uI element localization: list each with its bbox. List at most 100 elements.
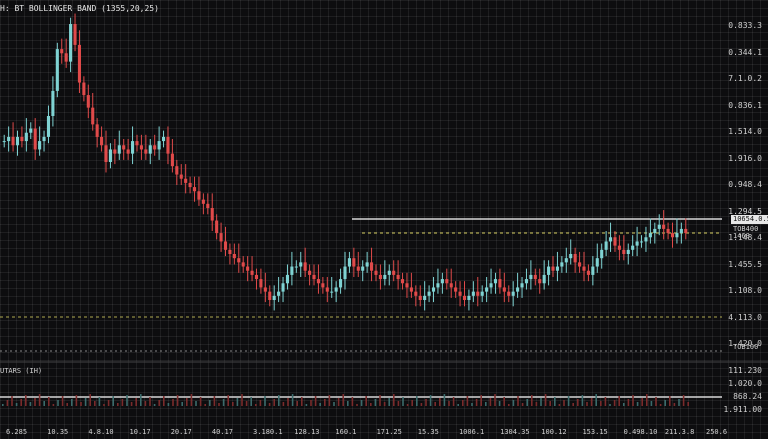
candle-body [529, 274, 533, 280]
candle-body [485, 287, 489, 292]
sub-indicator-bar [480, 395, 482, 406]
sub-indicator-bar [462, 400, 464, 406]
candle-body [126, 149, 130, 154]
time-axis-label: 10.17 [129, 428, 151, 436]
candle-body [259, 279, 263, 288]
sub-indicator-bar [149, 397, 151, 406]
candle-body [617, 245, 621, 250]
candle-body [51, 90, 55, 116]
candle-body [347, 258, 351, 267]
candle-body [365, 262, 369, 267]
candle-body [175, 166, 179, 175]
sub-indicator-bar [25, 395, 27, 406]
time-axis-label: 250.6 [706, 428, 728, 436]
sub-indicator-bar [328, 395, 331, 406]
sub-indicator-bar [112, 396, 114, 406]
sub-axis-label: 1.911.00 [723, 405, 762, 414]
sub-indicator-bar [526, 399, 528, 406]
candle-body [294, 266, 298, 268]
candle-body [268, 291, 272, 300]
time-axis-label: 128.13 [294, 428, 320, 436]
candle-body [578, 262, 582, 267]
candle-body [516, 287, 520, 292]
sub-indicator-bar [163, 396, 165, 406]
candle-body [396, 274, 400, 280]
sub-axis-label: 111.230 [728, 366, 762, 375]
candle-body [20, 136, 24, 142]
sub-indicator-bar [485, 402, 487, 406]
sub-indicator-bar [103, 404, 105, 406]
candle-body [489, 283, 493, 288]
candle-body [161, 136, 166, 142]
sub-indicator-bar [475, 399, 478, 406]
sub-indicator-bar [301, 397, 303, 406]
candle-body [653, 228, 657, 234]
sub-indicator-bar [646, 394, 648, 406]
candle-body [166, 136, 170, 154]
sub-indicator-bar [61, 396, 64, 406]
candle-body [657, 224, 661, 229]
sub-indicator-bar [209, 400, 211, 406]
sub-indicator-bar [659, 404, 662, 406]
candle-body [573, 254, 577, 263]
sub-indicator-bar [135, 398, 137, 406]
candle-body [246, 266, 250, 271]
sub-indicator-bar [416, 396, 418, 406]
price-axis-label: 0.836.1 [728, 100, 762, 110]
sub-indicator-bar [471, 403, 473, 406]
sub-indicator-bar [406, 404, 409, 406]
candle-body [285, 274, 290, 284]
candle-body [122, 145, 126, 150]
candle-body [449, 283, 453, 288]
candle-body [352, 258, 356, 267]
candle-body [170, 153, 174, 167]
candle-body [197, 191, 201, 200]
candle-body [648, 233, 652, 238]
time-axis-label: 171.25 [376, 428, 402, 436]
sub-indicator-bar [586, 402, 588, 406]
sub-indicator-bar [2, 404, 4, 406]
sub-indicator-bar [89, 394, 91, 406]
candle-body [498, 279, 502, 288]
candle-body [440, 279, 444, 284]
candle-body [400, 279, 405, 284]
sub-indicator-bar [374, 399, 377, 406]
candle-body [272, 295, 276, 300]
sub-indicator-bar [158, 400, 160, 406]
sub-indicator-bar [6, 400, 9, 406]
candle-body [418, 295, 422, 300]
sub-indicator-bar [167, 403, 170, 406]
sub-indicator-bar [117, 403, 119, 406]
sub-indicator-bar [549, 401, 551, 406]
candle-body [462, 295, 467, 300]
sub-indicator-bar [581, 395, 584, 406]
price-axis-label: 7.1.0.2 [728, 74, 762, 83]
sub-indicator-bar [98, 397, 101, 406]
candle-body [263, 287, 267, 292]
candle-body [144, 149, 148, 154]
sub-axis-label: 1.020.0 [728, 379, 762, 388]
candle-body [586, 270, 590, 275]
sub-indicator-bar [324, 399, 326, 406]
sub-indicator-bar [296, 401, 298, 406]
candle-body [387, 270, 391, 275]
candle-body [188, 182, 192, 188]
sub-indicator-bar [121, 399, 124, 406]
sub-indicator-bar [682, 395, 685, 406]
candle-body [184, 178, 188, 183]
candle-body [423, 295, 427, 300]
candle-body [507, 291, 511, 296]
candle-body [454, 287, 458, 292]
price-tag-upper: 10654.0.5 [731, 215, 768, 224]
time-axis-label: 20.17 [170, 428, 192, 436]
sub-indicator-bar [52, 404, 55, 406]
candle-body [666, 228, 670, 234]
candle-body [330, 291, 334, 293]
sub-indicator-bar [176, 395, 179, 406]
candle-body [241, 262, 245, 267]
candle-body [321, 283, 325, 288]
price-axis-label: 1.916.0 [728, 153, 762, 163]
candle-body [153, 145, 157, 150]
